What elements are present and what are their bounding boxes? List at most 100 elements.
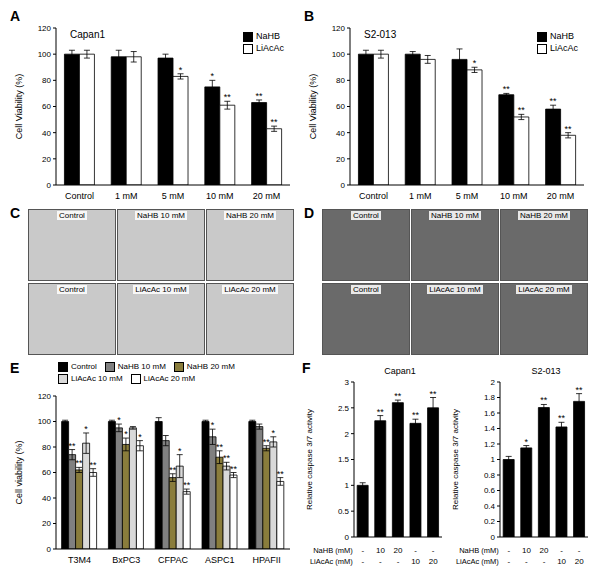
- svg-text:ASPC1: ASPC1: [205, 555, 235, 565]
- svg-text:NaHB (mM): NaHB (mM): [459, 546, 499, 555]
- svg-text:**: **: [377, 407, 385, 417]
- svg-text:0.2: 0.2: [484, 517, 496, 526]
- svg-text:5 mM: 5 mM: [162, 191, 185, 201]
- svg-text:1 mM: 1 mM: [409, 191, 432, 201]
- svg-text:**: **: [76, 458, 84, 468]
- svg-text:20: 20: [575, 557, 584, 566]
- svg-text:**: **: [271, 117, 279, 127]
- svg-text:10 mM: 10 mM: [206, 191, 234, 201]
- svg-text:Cell viability (%): Cell viability (%): [14, 440, 24, 504]
- svg-text:-: -: [397, 557, 400, 566]
- svg-text:**: **: [540, 395, 548, 405]
- svg-text:40: 40: [336, 129, 345, 138]
- svg-text:0: 0: [341, 181, 346, 190]
- svg-text:0: 0: [345, 533, 350, 542]
- svg-text:**: **: [263, 437, 271, 447]
- svg-text:*: *: [178, 446, 182, 456]
- svg-text:-: -: [379, 557, 382, 566]
- svg-text:*: *: [211, 71, 215, 81]
- svg-text:1: 1: [491, 455, 496, 464]
- svg-text:**: **: [277, 469, 285, 479]
- svg-text:Control: Control: [65, 191, 94, 201]
- svg-text:60: 60: [42, 468, 51, 477]
- svg-text:*: *: [179, 65, 183, 75]
- svg-text:*: *: [84, 424, 88, 434]
- svg-text:Relative caspase 3/7 activity: Relative caspase 3/7 activity: [451, 409, 460, 510]
- svg-text:-: -: [507, 546, 510, 555]
- svg-text:*: *: [272, 428, 276, 438]
- svg-text:Control: Control: [359, 191, 388, 201]
- svg-text:LiAcAc (mM): LiAcAc (mM): [310, 557, 353, 566]
- svg-text:0.4: 0.4: [484, 502, 496, 511]
- svg-text:1.8: 1.8: [484, 393, 496, 402]
- svg-text:0: 0: [491, 533, 496, 542]
- svg-text:2: 2: [491, 378, 496, 387]
- svg-text:**: **: [518, 105, 526, 115]
- svg-text:3: 3: [345, 378, 350, 387]
- svg-text:10: 10: [411, 557, 420, 566]
- svg-text:20: 20: [336, 155, 345, 164]
- svg-text:HPAFII: HPAFII: [252, 555, 280, 565]
- svg-text:1: 1: [345, 481, 350, 490]
- svg-text:120: 120: [38, 392, 52, 401]
- svg-text:-: -: [525, 557, 528, 566]
- svg-text:-: -: [361, 557, 364, 566]
- svg-text:**: **: [565, 124, 573, 134]
- svg-text:60: 60: [336, 102, 345, 111]
- svg-text:1.6: 1.6: [484, 409, 496, 418]
- svg-text:20: 20: [394, 546, 403, 555]
- svg-text:-: -: [432, 546, 435, 555]
- svg-text:20 mM: 20 mM: [547, 191, 575, 201]
- svg-text:Relative caspase 3/7 activity: Relative caspase 3/7 activity: [305, 409, 314, 510]
- svg-text:*: *: [124, 429, 128, 439]
- svg-text:20: 20: [429, 557, 438, 566]
- svg-text:Cell Viability (%): Cell Viability (%): [308, 74, 318, 139]
- svg-text:**: **: [576, 385, 584, 395]
- svg-text:**: **: [430, 389, 438, 399]
- svg-text:**: **: [412, 410, 420, 420]
- svg-text:20: 20: [42, 519, 51, 528]
- svg-text:**: **: [183, 480, 191, 490]
- svg-text:10: 10: [522, 546, 531, 555]
- svg-text:T3M4: T3M4: [68, 555, 91, 565]
- svg-text:60: 60: [42, 102, 51, 111]
- svg-text:**: **: [90, 460, 98, 470]
- svg-text:80: 80: [42, 443, 51, 452]
- svg-text:*: *: [525, 437, 529, 447]
- svg-text:10: 10: [376, 546, 385, 555]
- svg-text:**: **: [216, 442, 224, 452]
- svg-text:80: 80: [42, 76, 51, 85]
- svg-text:120: 120: [38, 24, 52, 33]
- svg-text:-: -: [560, 546, 563, 555]
- svg-text:LiAcAc (mM): LiAcAc (mM): [456, 557, 499, 566]
- svg-text:*: *: [138, 432, 142, 442]
- svg-text:1.5: 1.5: [338, 455, 350, 464]
- svg-text:-: -: [507, 557, 510, 566]
- svg-text:1.4: 1.4: [484, 424, 496, 433]
- svg-text:10: 10: [557, 557, 566, 566]
- svg-text:0.6: 0.6: [484, 486, 496, 495]
- svg-text:**: **: [503, 84, 511, 94]
- svg-text:CFPAC: CFPAC: [158, 555, 188, 565]
- svg-text:100: 100: [332, 50, 346, 59]
- svg-text:*: *: [117, 415, 121, 425]
- svg-text:*: *: [211, 420, 215, 430]
- svg-text:NaHB (mM): NaHB (mM): [313, 546, 353, 555]
- svg-text:**: **: [256, 91, 264, 101]
- svg-text:0.5: 0.5: [338, 507, 350, 516]
- svg-text:-: -: [578, 546, 581, 555]
- svg-text:-: -: [414, 546, 417, 555]
- svg-text:-: -: [543, 557, 546, 566]
- svg-text:0.8: 0.8: [484, 471, 496, 480]
- svg-text:10 mM: 10 mM: [500, 191, 528, 201]
- svg-text:**: **: [69, 441, 77, 451]
- svg-text:80: 80: [336, 76, 345, 85]
- svg-text:**: **: [550, 96, 558, 106]
- svg-text:**: **: [394, 391, 402, 401]
- svg-text:Cell Viability (%): Cell Viability (%): [14, 74, 24, 139]
- svg-text:*: *: [473, 58, 477, 68]
- svg-text:**: **: [224, 92, 232, 102]
- svg-text:0: 0: [47, 181, 52, 190]
- svg-text:**: **: [558, 413, 566, 423]
- svg-text:1.2: 1.2: [484, 440, 496, 449]
